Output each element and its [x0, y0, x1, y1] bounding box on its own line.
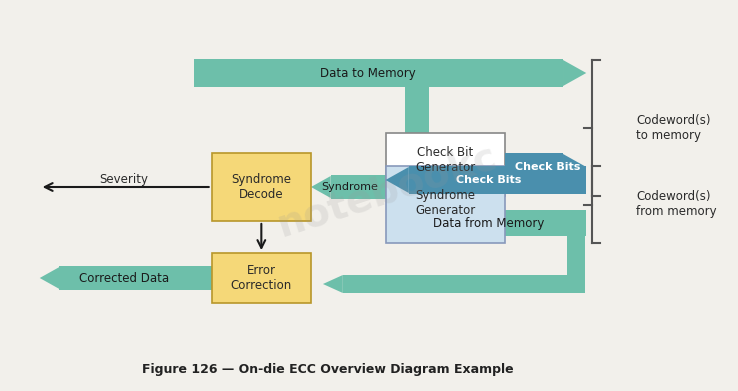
Text: Corrected Data: Corrected Data [79, 271, 169, 285]
Polygon shape [563, 154, 586, 180]
Text: Check Bits: Check Bits [515, 162, 580, 172]
Polygon shape [393, 133, 441, 153]
Polygon shape [563, 60, 586, 86]
Polygon shape [385, 167, 409, 193]
Text: notebookc: notebookc [273, 138, 503, 244]
Bar [212, 153, 311, 221]
Bar [385, 166, 505, 243]
Polygon shape [331, 175, 385, 199]
Bar [568, 235, 585, 293]
Polygon shape [40, 267, 60, 289]
Text: Check Bit
Generator: Check Bit Generator [415, 146, 475, 174]
Text: Codeword(s)
from memory: Codeword(s) from memory [636, 190, 717, 218]
Text: Syndrome: Syndrome [321, 182, 378, 192]
Text: Error
Correction: Error Correction [231, 264, 292, 292]
Text: Data from Memory: Data from Memory [433, 217, 545, 230]
Text: Syndrome
Generator: Syndrome Generator [415, 189, 475, 217]
Text: Check Bits: Check Bits [456, 175, 522, 185]
Polygon shape [323, 275, 343, 293]
Polygon shape [60, 266, 212, 290]
Bar [385, 133, 505, 196]
Polygon shape [407, 210, 586, 236]
Bar [405, 86, 430, 133]
Polygon shape [385, 211, 407, 235]
Text: Figure 126 — On-die ECC Overview Diagram Example: Figure 126 — On-die ECC Overview Diagram… [142, 362, 514, 375]
Polygon shape [409, 166, 586, 194]
Text: Severity: Severity [100, 172, 149, 185]
Text: Data to Memory: Data to Memory [320, 66, 415, 79]
Text: Codeword(s)
to memory: Codeword(s) to memory [636, 114, 711, 142]
Text: Syndrome
Decode: Syndrome Decode [231, 173, 292, 201]
Bar [212, 253, 311, 303]
Polygon shape [505, 153, 563, 181]
Polygon shape [311, 176, 331, 198]
Bar [343, 275, 585, 293]
Polygon shape [194, 59, 563, 87]
